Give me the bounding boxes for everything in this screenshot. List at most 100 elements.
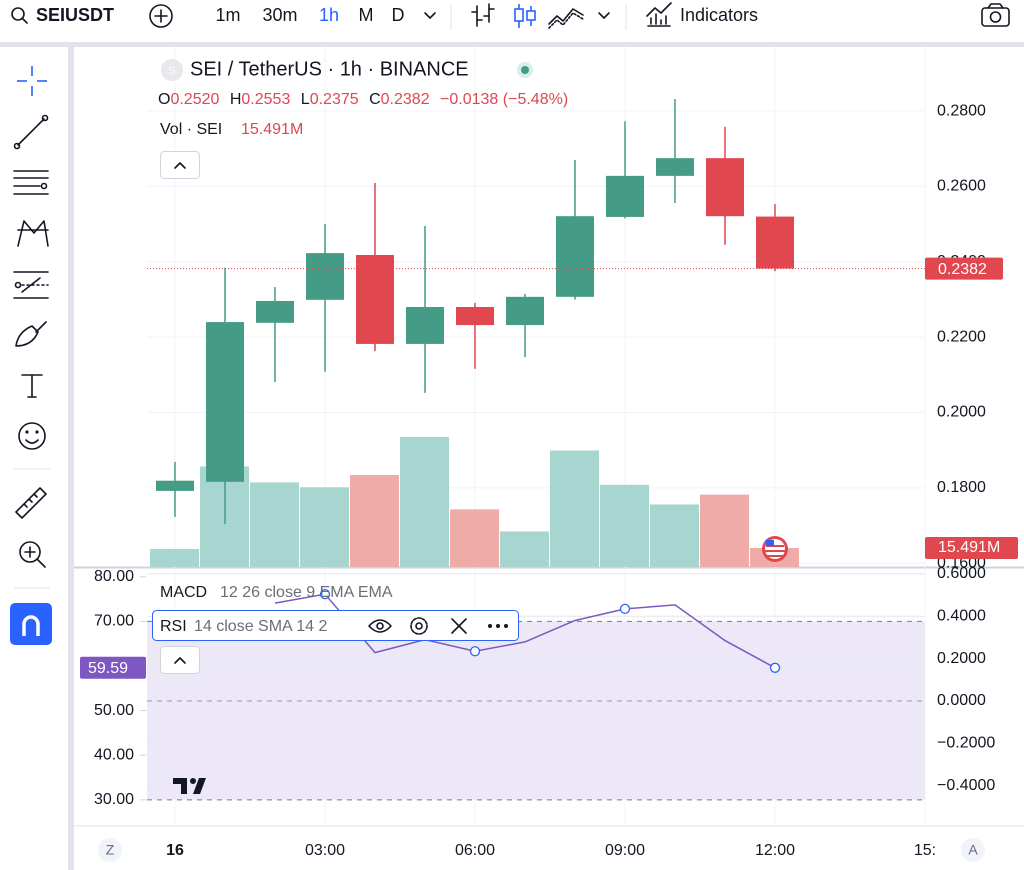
rsi-band xyxy=(147,621,925,800)
interval[interactable]: 1m xyxy=(215,5,240,25)
toolbar: SEIUSDT 1m 30m 1h M D Indicators xyxy=(11,2,1010,30)
volume-bar xyxy=(400,437,449,567)
ohlc-value: 0.2382 xyxy=(381,91,430,108)
volume-bar xyxy=(300,487,349,567)
rsi-point xyxy=(769,662,781,673)
candle-body xyxy=(506,296,544,326)
volume-bar xyxy=(550,450,599,567)
y2-tick-label: −0.4000 xyxy=(937,777,995,794)
x-tick-label: 03:00 xyxy=(305,842,345,859)
ohlc-key: L xyxy=(301,91,310,108)
y-tick-label: 0.2000 xyxy=(937,404,986,421)
auto-scale-button[interactable]: A xyxy=(961,838,985,862)
y2-tick-label: 0.0000 xyxy=(937,692,986,709)
ohlc-key: O xyxy=(158,91,170,108)
auto-scale-label[interactable]: A xyxy=(968,842,978,858)
legend-title: SEI / TetherUS · 1h · BINANCE xyxy=(190,58,469,80)
ohlc-row: O0.2520 H0.2553 L0.2375 C0.2382 −0.0138 … xyxy=(158,91,568,108)
y-tick-label: 0.2600 xyxy=(937,178,986,195)
zoom-tool[interactable] xyxy=(19,541,46,568)
last-price-label: 0.2382 xyxy=(938,261,987,278)
measure-tool[interactable] xyxy=(15,487,47,519)
market-status-dot xyxy=(521,66,529,74)
sidebar-divider xyxy=(68,47,74,870)
symbol[interactable]: SEIUSDT xyxy=(36,5,114,25)
settings-button[interactable] xyxy=(410,617,428,635)
indicators-label[interactable]: Indicators xyxy=(680,5,758,25)
symbol-search[interactable]: SEIUSDT xyxy=(11,5,114,25)
y-tick-label: 0.1800 xyxy=(937,479,986,496)
trend-line-tool[interactable] xyxy=(13,114,49,150)
timezone-label[interactable]: Z xyxy=(106,842,115,858)
candle-body xyxy=(756,216,794,269)
rsi-point xyxy=(469,646,481,657)
interval[interactable]: 1h xyxy=(319,5,339,25)
y2-tick-label: 0.6000 xyxy=(937,565,986,582)
interval[interactable]: M xyxy=(359,5,374,25)
volume-bar xyxy=(700,494,749,567)
flag-icon xyxy=(762,536,788,562)
rsi-params[interactable]: 14 close SMA 14 2 xyxy=(194,618,328,635)
chart-type-menu[interactable] xyxy=(598,12,610,19)
candle-body xyxy=(406,307,444,344)
candle-body xyxy=(556,216,594,297)
rsi-last-label: 59.59 xyxy=(88,660,128,677)
rsi-legend[interactable]: RSI 14 close SMA 14 2 xyxy=(152,610,519,641)
y-tick-label: 30.00 xyxy=(94,791,134,808)
remove-button[interactable] xyxy=(451,618,467,634)
y2-tick-label: 0.2000 xyxy=(937,650,986,667)
y-tick-label: 0.2800 xyxy=(937,102,986,119)
snapshot[interactable] xyxy=(981,3,1010,27)
magnet-tool[interactable] xyxy=(10,603,52,645)
volume-bar xyxy=(150,548,199,567)
legend: S SEI / TetherUS · 1h · BINANCE O0.2520 … xyxy=(158,58,568,179)
add-symbol[interactable] xyxy=(149,4,173,28)
interval[interactable]: 30m xyxy=(262,5,297,25)
text-tool[interactable] xyxy=(21,374,43,398)
timezone-button[interactable]: Z xyxy=(98,838,122,862)
candle-body xyxy=(156,480,194,491)
y-tick-label: 80.00 xyxy=(94,568,134,585)
volume-name: Vol · SEI xyxy=(160,121,222,138)
y2-tick-label: 0.4000 xyxy=(937,607,986,624)
brush-tool[interactable] xyxy=(15,321,47,347)
plot-area: 0.16000.18000.20000.22000.24000.26000.28… xyxy=(80,47,1018,859)
indicators-button[interactable]: Indicators xyxy=(646,2,758,27)
rsi-point xyxy=(319,589,331,600)
toolbar-divider xyxy=(0,42,1024,47)
interval[interactable]: D xyxy=(392,5,405,25)
emoji-tool[interactable] xyxy=(18,422,46,450)
fib-tool[interactable] xyxy=(13,170,49,195)
crosshair-tool[interactable] xyxy=(17,66,47,96)
ohlc-value: 0.2375 xyxy=(310,91,359,108)
bar-style[interactable] xyxy=(471,3,495,27)
pattern-tool[interactable] xyxy=(17,220,49,247)
area-style[interactable] xyxy=(548,8,584,29)
last-price-box xyxy=(925,257,1003,280)
indicator-legend: MACD 12 26 close 9 EMA EMA RSI 14 close … xyxy=(152,584,519,674)
interval-menu[interactable] xyxy=(424,12,436,19)
collapse-legend[interactable] xyxy=(160,151,200,179)
logo xyxy=(173,778,206,794)
candle-style[interactable] xyxy=(514,4,536,28)
volume-last-box xyxy=(925,537,1018,560)
volume-last-label: 15.491M xyxy=(938,539,1000,556)
rsi-point xyxy=(619,603,631,615)
volume-bar xyxy=(450,509,499,567)
change: −0.0138 (−5.48%) xyxy=(440,91,568,108)
volume-bar xyxy=(600,484,649,567)
prediction-tool[interactable] xyxy=(13,271,49,299)
candle-body xyxy=(356,255,394,344)
more-button[interactable] xyxy=(488,624,508,628)
x-tick-label: 16 xyxy=(166,842,184,859)
candle-body xyxy=(606,175,644,217)
y-tick-label: 0.2200 xyxy=(937,328,986,345)
ohlc-key: C xyxy=(369,91,381,108)
volume-bar xyxy=(500,531,549,567)
candle-body xyxy=(256,300,294,323)
y-tick-label: 70.00 xyxy=(94,613,134,630)
symbol-badge xyxy=(161,59,183,81)
visibility-button[interactable] xyxy=(368,619,392,633)
collapse-indicator[interactable] xyxy=(160,646,200,674)
rsi-name[interactable]: RSI xyxy=(160,618,187,635)
